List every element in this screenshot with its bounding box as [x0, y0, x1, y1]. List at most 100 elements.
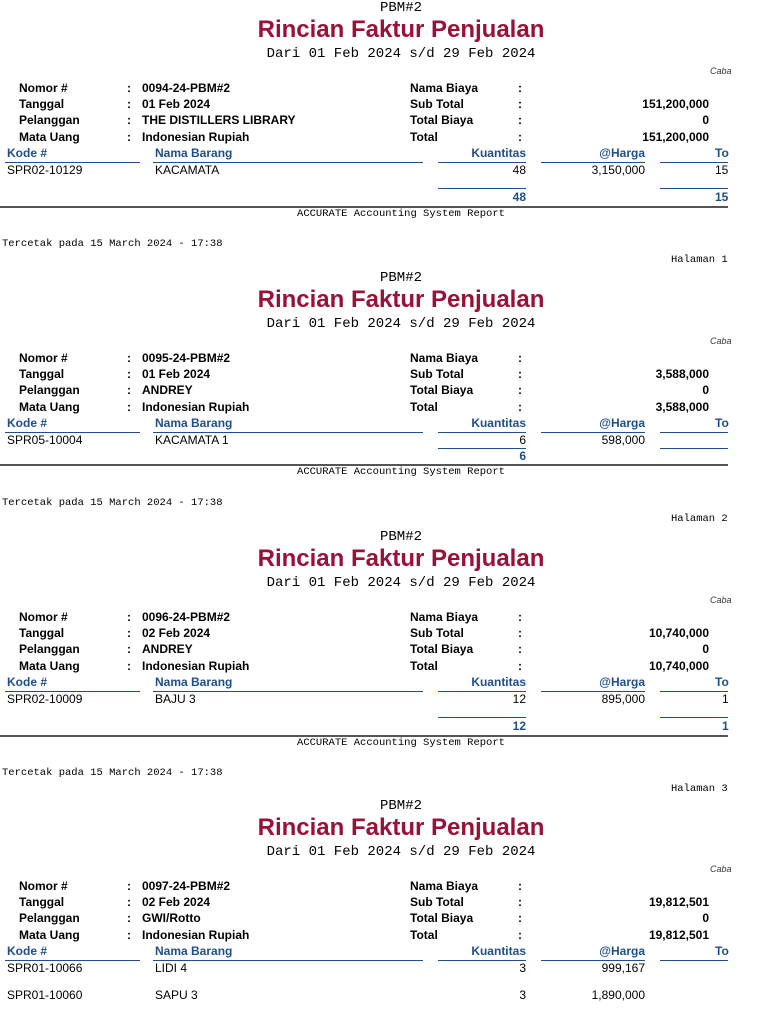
colon: :: [518, 383, 522, 397]
colon: :: [127, 367, 131, 381]
col-header-kode: Kode #: [7, 416, 48, 430]
col-header-nama-barang: Nama Barang: [155, 146, 233, 160]
colon: :: [518, 928, 522, 942]
label-mata-uang: Mata Uang: [19, 928, 80, 942]
item-price: 3,150,000: [591, 163, 645, 177]
colon: :: [127, 626, 131, 640]
item-price: 895,000: [601, 692, 645, 706]
col-header-total: To: [715, 944, 729, 958]
invoice-date: 02 Feb 2024: [142, 626, 211, 640]
label-total: Total: [410, 659, 438, 673]
colon: :: [518, 351, 522, 365]
col-header-harga: @Harga: [599, 675, 645, 689]
expense-total-value: 0: [702, 911, 709, 925]
footer-rule: [0, 735, 728, 737]
label-nama-biaya: Nama Biaya: [410, 81, 479, 95]
column-underline: [5, 691, 140, 692]
total-rule: [438, 717, 526, 718]
branch-label: Caba: [710, 864, 732, 874]
col-header-kode: Kode #: [7, 146, 48, 160]
item-code: SPR02-10129: [7, 163, 83, 177]
label-total-biaya: Total Biaya: [410, 642, 474, 656]
currency: Indonesian Rupiah: [142, 130, 250, 144]
printed-timestamp: Tercetak pada 15 March 2024 - 17:38: [2, 238, 223, 250]
colon: :: [127, 130, 131, 144]
invoice-number: 0097-24-PBM#2: [142, 879, 231, 893]
col-header-kuantitas: Kuantitas: [471, 146, 526, 160]
label-sub-total: Sub Total: [410, 895, 464, 909]
column-underline: [153, 960, 423, 961]
colon: :: [518, 610, 522, 624]
column-underline: [438, 432, 526, 433]
colon: :: [127, 895, 131, 909]
column-underline: [153, 432, 423, 433]
invoice-section: PBM#2 Rincian Faktur Penjualan Dari 01 F…: [0, 529, 768, 799]
total-rule: [660, 188, 728, 189]
quantity-total: 6: [519, 449, 526, 463]
sub-total-value: 19,812,501: [648, 895, 709, 909]
item-price: 999,167: [601, 961, 645, 975]
column-underline: [153, 162, 423, 163]
footer-rule: [0, 464, 728, 466]
label-total-biaya: Total Biaya: [410, 383, 474, 397]
colon: :: [518, 879, 522, 893]
expense-total-value: 0: [702, 383, 709, 397]
label-tanggal: Tanggal: [19, 97, 65, 111]
item-quantity: 48: [512, 163, 526, 177]
invoice-number: 0094-24-PBM#2: [142, 81, 231, 95]
col-header-kode: Kode #: [7, 675, 48, 689]
label-total-biaya: Total Biaya: [410, 113, 474, 127]
quantity-total: 12: [512, 719, 526, 733]
quantity-total: 48: [512, 190, 526, 204]
col-header-nama-barang: Nama Barang: [155, 944, 233, 958]
label-tanggal: Tanggal: [19, 626, 65, 640]
colon: :: [127, 642, 131, 656]
branch-label: Caba: [710, 66, 732, 76]
colon: :: [518, 130, 522, 144]
total-rule: [660, 448, 728, 449]
col-header-kuantitas: Kuantitas: [471, 675, 526, 689]
item-quantity: 3: [519, 988, 526, 1002]
currency: Indonesian Rupiah: [142, 659, 250, 673]
item-code: SPR01-10060: [7, 988, 83, 1002]
label-nomor: Nomor #: [19, 351, 68, 365]
footer-text: ACCURATE Accounting System Report: [297, 466, 505, 478]
label-nomor: Nomor #: [19, 610, 68, 624]
page-number: Halaman 3: [671, 783, 728, 795]
colon: :: [127, 81, 131, 95]
column-underline: [541, 162, 645, 163]
label-mata-uang: Mata Uang: [19, 659, 80, 673]
label-nama-biaya: Nama Biaya: [410, 610, 479, 624]
grand-total: 15: [715, 190, 729, 204]
printed-timestamp: Tercetak pada 15 March 2024 - 17:38: [2, 767, 223, 779]
colon: :: [518, 626, 522, 640]
invoice-number: 0096-24-PBM#2: [142, 610, 231, 624]
col-header-harga: @Harga: [599, 944, 645, 958]
branch-label: Caba: [710, 595, 732, 605]
colon: :: [127, 659, 131, 673]
company-name: PBM#2: [379, 529, 422, 545]
expense-total-value: 0: [702, 642, 709, 656]
invoice-date: 01 Feb 2024: [142, 97, 211, 111]
label-pelanggan: Pelanggan: [19, 383, 80, 397]
label-nama-biaya: Nama Biaya: [410, 879, 479, 893]
item-name: LIDI 4: [155, 961, 188, 975]
colon: :: [518, 400, 522, 414]
item-quantity: 3: [519, 961, 526, 975]
colon: :: [127, 351, 131, 365]
customer-name: GWI/Rotto: [142, 911, 201, 925]
item-code: SPR02-10009: [7, 692, 83, 706]
column-underline: [438, 691, 526, 692]
report-title: Rincian Faktur Penjualan: [257, 16, 545, 43]
colon: :: [127, 911, 131, 925]
report-period: Dari 01 Feb 2024 s/d 29 Feb 2024: [266, 46, 536, 62]
page-number: Halaman 1: [671, 254, 728, 266]
label-sub-total: Sub Total: [410, 367, 464, 381]
customer-name: ANDREY: [142, 642, 193, 656]
total-rule: [438, 188, 526, 189]
item-price: 598,000: [601, 433, 645, 447]
label-sub-total: Sub Total: [410, 97, 464, 111]
label-total: Total: [410, 400, 438, 414]
invoice-date: 01 Feb 2024: [142, 367, 211, 381]
label-tanggal: Tanggal: [19, 895, 65, 909]
